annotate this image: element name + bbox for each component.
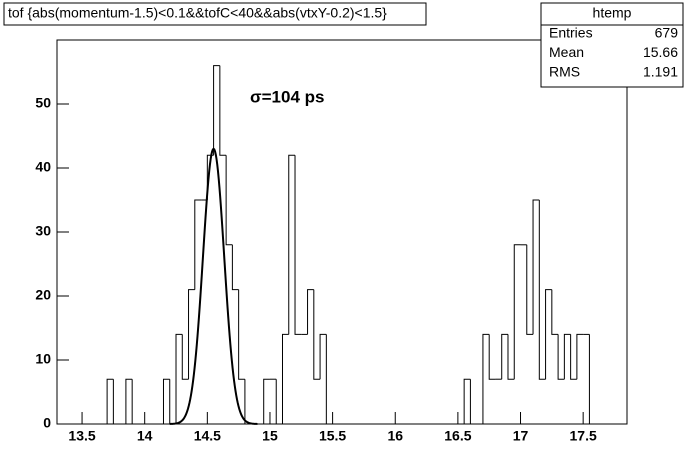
histogram-bin — [325, 334, 333, 425]
histogram-bin — [188, 289, 195, 380]
y-tick-label: 20 — [35, 287, 51, 303]
histogram-bin — [275, 379, 283, 425]
stats-box — [540, 2, 684, 88]
histogram-bin — [288, 154, 296, 335]
histogram-bin — [469, 379, 477, 425]
histogram-bin — [538, 200, 546, 380]
histogram-bin — [532, 199, 540, 335]
histogram-bin — [319, 333, 327, 380]
histogram-bin — [294, 155, 302, 335]
histogram-bin — [125, 378, 133, 424]
y-tick-label: 50 — [35, 95, 51, 111]
x-tick-label: 17 — [513, 428, 529, 444]
x-tick-label: 17.5 — [570, 428, 597, 444]
histogram-bin — [488, 334, 496, 380]
stats-value: 679 — [655, 25, 679, 41]
x-tick-label: 16 — [387, 428, 403, 444]
histogram-bin — [244, 379, 252, 425]
stats-label: Mean — [549, 44, 584, 60]
x-tick-label: 13.5 — [68, 428, 95, 444]
histogram-bin — [219, 65, 227, 156]
histogram-bin — [281, 333, 289, 424]
x-tick-label: 15.5 — [319, 428, 346, 444]
y-tick-label: 40 — [35, 159, 51, 175]
histogram-bin — [576, 333, 584, 380]
x-tick-label: 15 — [262, 428, 278, 444]
x-tick-label: 14 — [137, 428, 153, 444]
histogram-bin — [557, 334, 565, 380]
y-tick-label: 10 — [35, 351, 51, 367]
stats-value: 1.191 — [643, 64, 678, 80]
histogram-bin — [551, 289, 559, 335]
annotation: σ=104 ps — [250, 87, 324, 106]
chart-title: tof {abs(momentum-1.5)<0.1&&tofC<40&&abs… — [8, 5, 387, 21]
histogram-bin — [194, 199, 202, 290]
histogram-bin — [181, 334, 189, 380]
fit-curve — [169, 147, 258, 425]
histogram-bin — [463, 378, 471, 424]
histogram-bin — [307, 289, 314, 335]
x-tick-label: 16.5 — [444, 428, 471, 444]
histogram-bin — [131, 379, 139, 425]
histogram-bin — [507, 334, 515, 380]
histogram-bin — [545, 289, 552, 380]
histogram-bin — [225, 155, 233, 246]
histogram-bin — [526, 244, 534, 335]
histogram-bin — [588, 334, 596, 425]
histogram-bin — [563, 333, 571, 380]
histogram-bin — [570, 334, 577, 380]
stats-label: Entries — [549, 25, 593, 41]
histogram-bin — [482, 333, 490, 424]
histogram-bin — [106, 378, 114, 424]
histogram-bin — [263, 378, 270, 424]
histogram-bin — [238, 289, 245, 380]
histogram-bin — [112, 379, 120, 425]
stats-label: RMS — [549, 64, 580, 80]
x-tick-label: 14.5 — [194, 428, 221, 444]
y-tick-label: 30 — [35, 223, 51, 239]
y-tick-label: 0 — [43, 415, 51, 431]
histogram-bin — [501, 333, 508, 380]
histogram-bin — [175, 333, 183, 424]
histogram-bin — [213, 65, 220, 156]
histogram-bin — [162, 378, 170, 424]
histogram-bin — [513, 244, 521, 380]
histogram-bin — [313, 289, 321, 380]
stats-name: htemp — [593, 5, 632, 21]
stats-value: 15.66 — [643, 44, 678, 60]
histogram-bin — [231, 244, 239, 291]
title-box — [3, 2, 427, 26]
